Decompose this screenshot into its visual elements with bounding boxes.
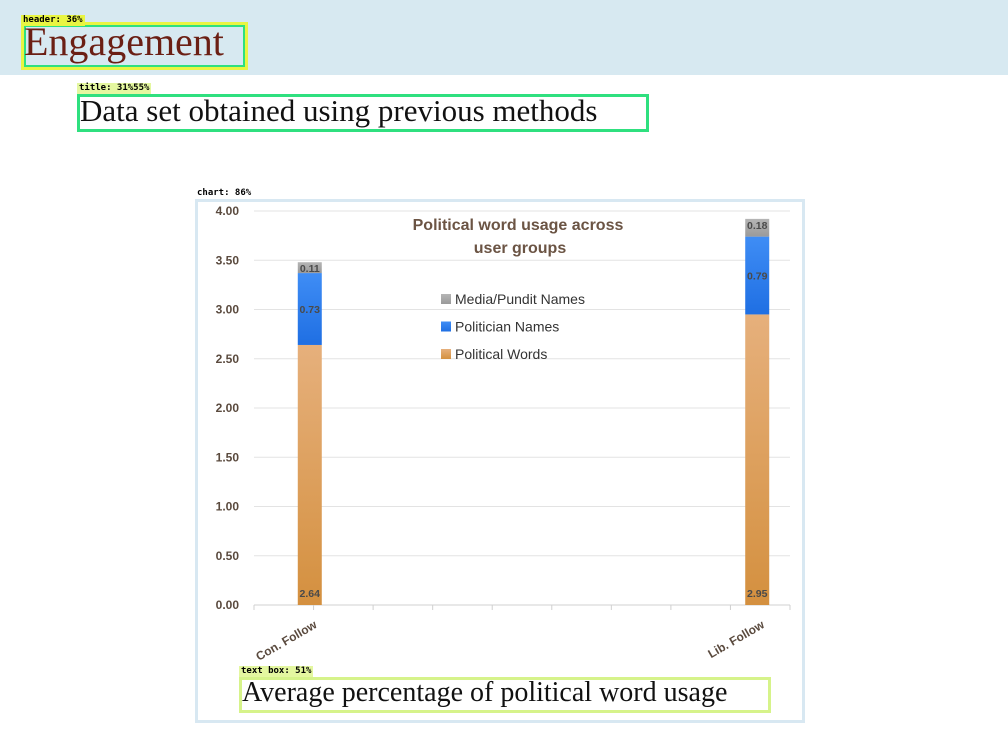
label-layer: 2.64 0.73 0.11 2.95 0.79 0.18 [300,220,768,600]
chart-detection-label: chart: 86% [195,188,254,199]
bar-segment [297,344,322,605]
chart-detection-box [195,199,805,723]
y-tick-label: 3.50 [216,253,240,267]
chart-title-line-2: user groups [474,240,567,257]
header-title: Engagement [24,19,224,64]
slide-title: Data set obtained using previous methods [80,93,598,128]
data-label: 2.64 [300,588,321,600]
x-category-label: Con. Follow [253,617,319,663]
y-tick-label: 4.00 [216,204,240,218]
chart-caption: Average percentage of political word usa… [242,677,728,708]
data-label: 0.79 [747,271,768,283]
bar-segment [745,236,770,315]
chart: 0.00 0.50 1.00 1.50 2.00 2.50 3.00 3.50 4.00 Con.… [216,204,791,664]
legend-label: Media/Pundit Names [455,291,585,307]
header-band [0,0,1008,75]
legend-label: Political Words [455,346,547,362]
y-tick-label: 2.00 [216,401,240,415]
legend-label: Politician Names [455,319,559,335]
y-tick-label: 1.50 [216,450,240,464]
y-tick-label: 3.00 [216,303,240,317]
caption-detection-box [239,677,771,713]
bar-segment [745,314,770,605]
y-tick-label: 0.50 [216,549,240,563]
y-tick-label: 2.50 [216,352,240,366]
legend-swatch [441,321,451,332]
grid-layer [254,210,790,557]
header-detection-label: header: 36% [21,15,85,26]
header-detection-box [21,22,248,70]
data-label: 0.11 [300,263,320,275]
header-detection-inner-box [24,25,245,67]
bar-segment [297,273,322,345]
data-label: 2.95 [747,588,768,600]
bar-segment [297,262,322,274]
legend-swatch [441,349,451,359]
y-tick-label: 0.00 [216,598,240,612]
bar-segment [745,218,770,237]
bar-layer [297,218,770,605]
title-detection-box [77,94,649,132]
x-category-label: Lib. Follow [705,617,767,661]
caption-detection-label: text box: 51% [239,666,314,677]
chart-title-line-1: Political word usage across [413,217,624,234]
chart-legend: Media/Pundit Names Politician Names Politi… [441,291,585,362]
data-label: 0.73 [300,304,321,316]
y-tick-label: 1.00 [216,500,240,514]
legend-swatch [441,294,451,304]
data-label: 0.18 [747,220,768,232]
title-detection-label: title: 31%55% [77,83,152,94]
